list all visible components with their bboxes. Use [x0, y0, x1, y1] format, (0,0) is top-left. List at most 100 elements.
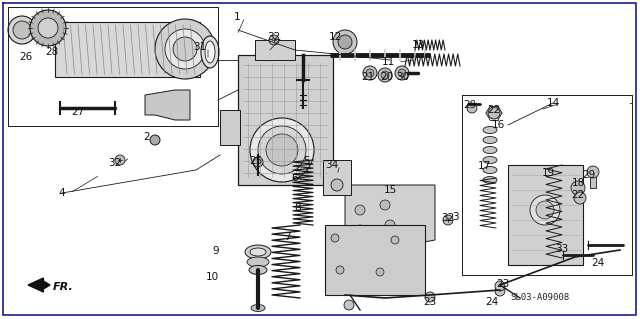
Circle shape — [571, 181, 585, 195]
Circle shape — [355, 205, 365, 215]
Circle shape — [495, 281, 505, 291]
Circle shape — [266, 134, 298, 166]
Circle shape — [488, 107, 500, 119]
Circle shape — [381, 71, 389, 79]
Bar — [508, 165, 583, 265]
Circle shape — [30, 10, 66, 46]
Circle shape — [115, 155, 125, 165]
Text: 28: 28 — [45, 47, 59, 57]
Text: 17: 17 — [477, 161, 491, 171]
Circle shape — [395, 66, 409, 80]
Circle shape — [376, 268, 384, 276]
Text: 8: 8 — [294, 203, 301, 213]
Text: 32: 32 — [268, 32, 280, 42]
Ellipse shape — [483, 127, 497, 133]
Circle shape — [363, 66, 377, 80]
Ellipse shape — [205, 41, 215, 63]
Ellipse shape — [201, 36, 219, 68]
Bar — [220, 110, 240, 145]
Bar — [590, 168, 596, 188]
Circle shape — [344, 300, 354, 310]
Text: 23: 23 — [424, 297, 436, 307]
Text: 19: 19 — [541, 168, 555, 178]
Text: 4: 4 — [59, 188, 65, 198]
Text: 13: 13 — [412, 40, 424, 50]
Circle shape — [38, 18, 58, 38]
Circle shape — [250, 118, 314, 182]
Circle shape — [530, 195, 560, 225]
Ellipse shape — [483, 157, 497, 164]
Circle shape — [398, 69, 406, 77]
Circle shape — [155, 19, 215, 79]
Circle shape — [173, 37, 197, 61]
Bar — [55, 22, 200, 77]
Circle shape — [331, 234, 339, 242]
Circle shape — [165, 29, 205, 69]
Circle shape — [391, 236, 399, 244]
Text: 23: 23 — [497, 279, 509, 289]
Circle shape — [331, 179, 343, 191]
Circle shape — [385, 220, 395, 230]
Text: 6: 6 — [292, 173, 298, 183]
Text: 16: 16 — [492, 120, 504, 130]
Ellipse shape — [245, 245, 271, 259]
Polygon shape — [28, 278, 50, 292]
Text: 15: 15 — [383, 185, 397, 195]
Circle shape — [8, 16, 36, 44]
Bar — [325, 225, 425, 295]
Text: 24: 24 — [591, 258, 605, 268]
Ellipse shape — [249, 265, 267, 275]
Text: 3: 3 — [452, 212, 458, 222]
Circle shape — [338, 35, 352, 49]
Text: 27: 27 — [72, 107, 84, 117]
Text: 22: 22 — [488, 105, 500, 115]
Circle shape — [269, 35, 279, 45]
Ellipse shape — [483, 167, 497, 174]
Circle shape — [495, 286, 505, 296]
Circle shape — [443, 215, 453, 225]
Circle shape — [366, 69, 374, 77]
Text: 10: 10 — [205, 272, 219, 282]
Text: 20: 20 — [380, 72, 394, 82]
Text: 9: 9 — [212, 246, 220, 256]
Text: 29: 29 — [463, 100, 477, 110]
Text: 14: 14 — [547, 98, 559, 108]
Ellipse shape — [483, 146, 497, 153]
Text: 5: 5 — [304, 156, 310, 166]
Ellipse shape — [251, 305, 265, 311]
Text: 30: 30 — [396, 72, 410, 82]
Circle shape — [380, 200, 390, 210]
Circle shape — [150, 135, 160, 145]
Text: 25: 25 — [250, 156, 262, 166]
Circle shape — [336, 266, 344, 274]
Circle shape — [536, 201, 554, 219]
Text: 21: 21 — [362, 72, 374, 82]
Text: 1: 1 — [234, 12, 240, 22]
Polygon shape — [145, 90, 190, 120]
Circle shape — [13, 21, 31, 39]
Text: 22: 22 — [572, 190, 584, 200]
Ellipse shape — [483, 137, 497, 144]
Circle shape — [467, 103, 477, 113]
Circle shape — [333, 30, 357, 54]
Text: 31: 31 — [193, 42, 207, 52]
Text: 34: 34 — [325, 160, 339, 170]
Circle shape — [355, 225, 365, 235]
Circle shape — [253, 157, 263, 167]
Text: 29: 29 — [582, 170, 596, 180]
Text: 32: 32 — [442, 213, 454, 223]
Text: 24: 24 — [485, 297, 499, 307]
Text: 7: 7 — [284, 232, 291, 242]
Text: 11: 11 — [381, 57, 395, 67]
Bar — [255, 40, 295, 60]
Text: 32: 32 — [108, 158, 122, 168]
Bar — [323, 160, 351, 195]
Text: 26: 26 — [19, 52, 33, 62]
Polygon shape — [345, 185, 435, 250]
Bar — [238, 55, 333, 185]
Text: 12: 12 — [328, 32, 342, 42]
Text: 33: 33 — [556, 244, 568, 254]
Ellipse shape — [247, 257, 269, 267]
Ellipse shape — [250, 248, 266, 256]
Circle shape — [258, 126, 306, 174]
